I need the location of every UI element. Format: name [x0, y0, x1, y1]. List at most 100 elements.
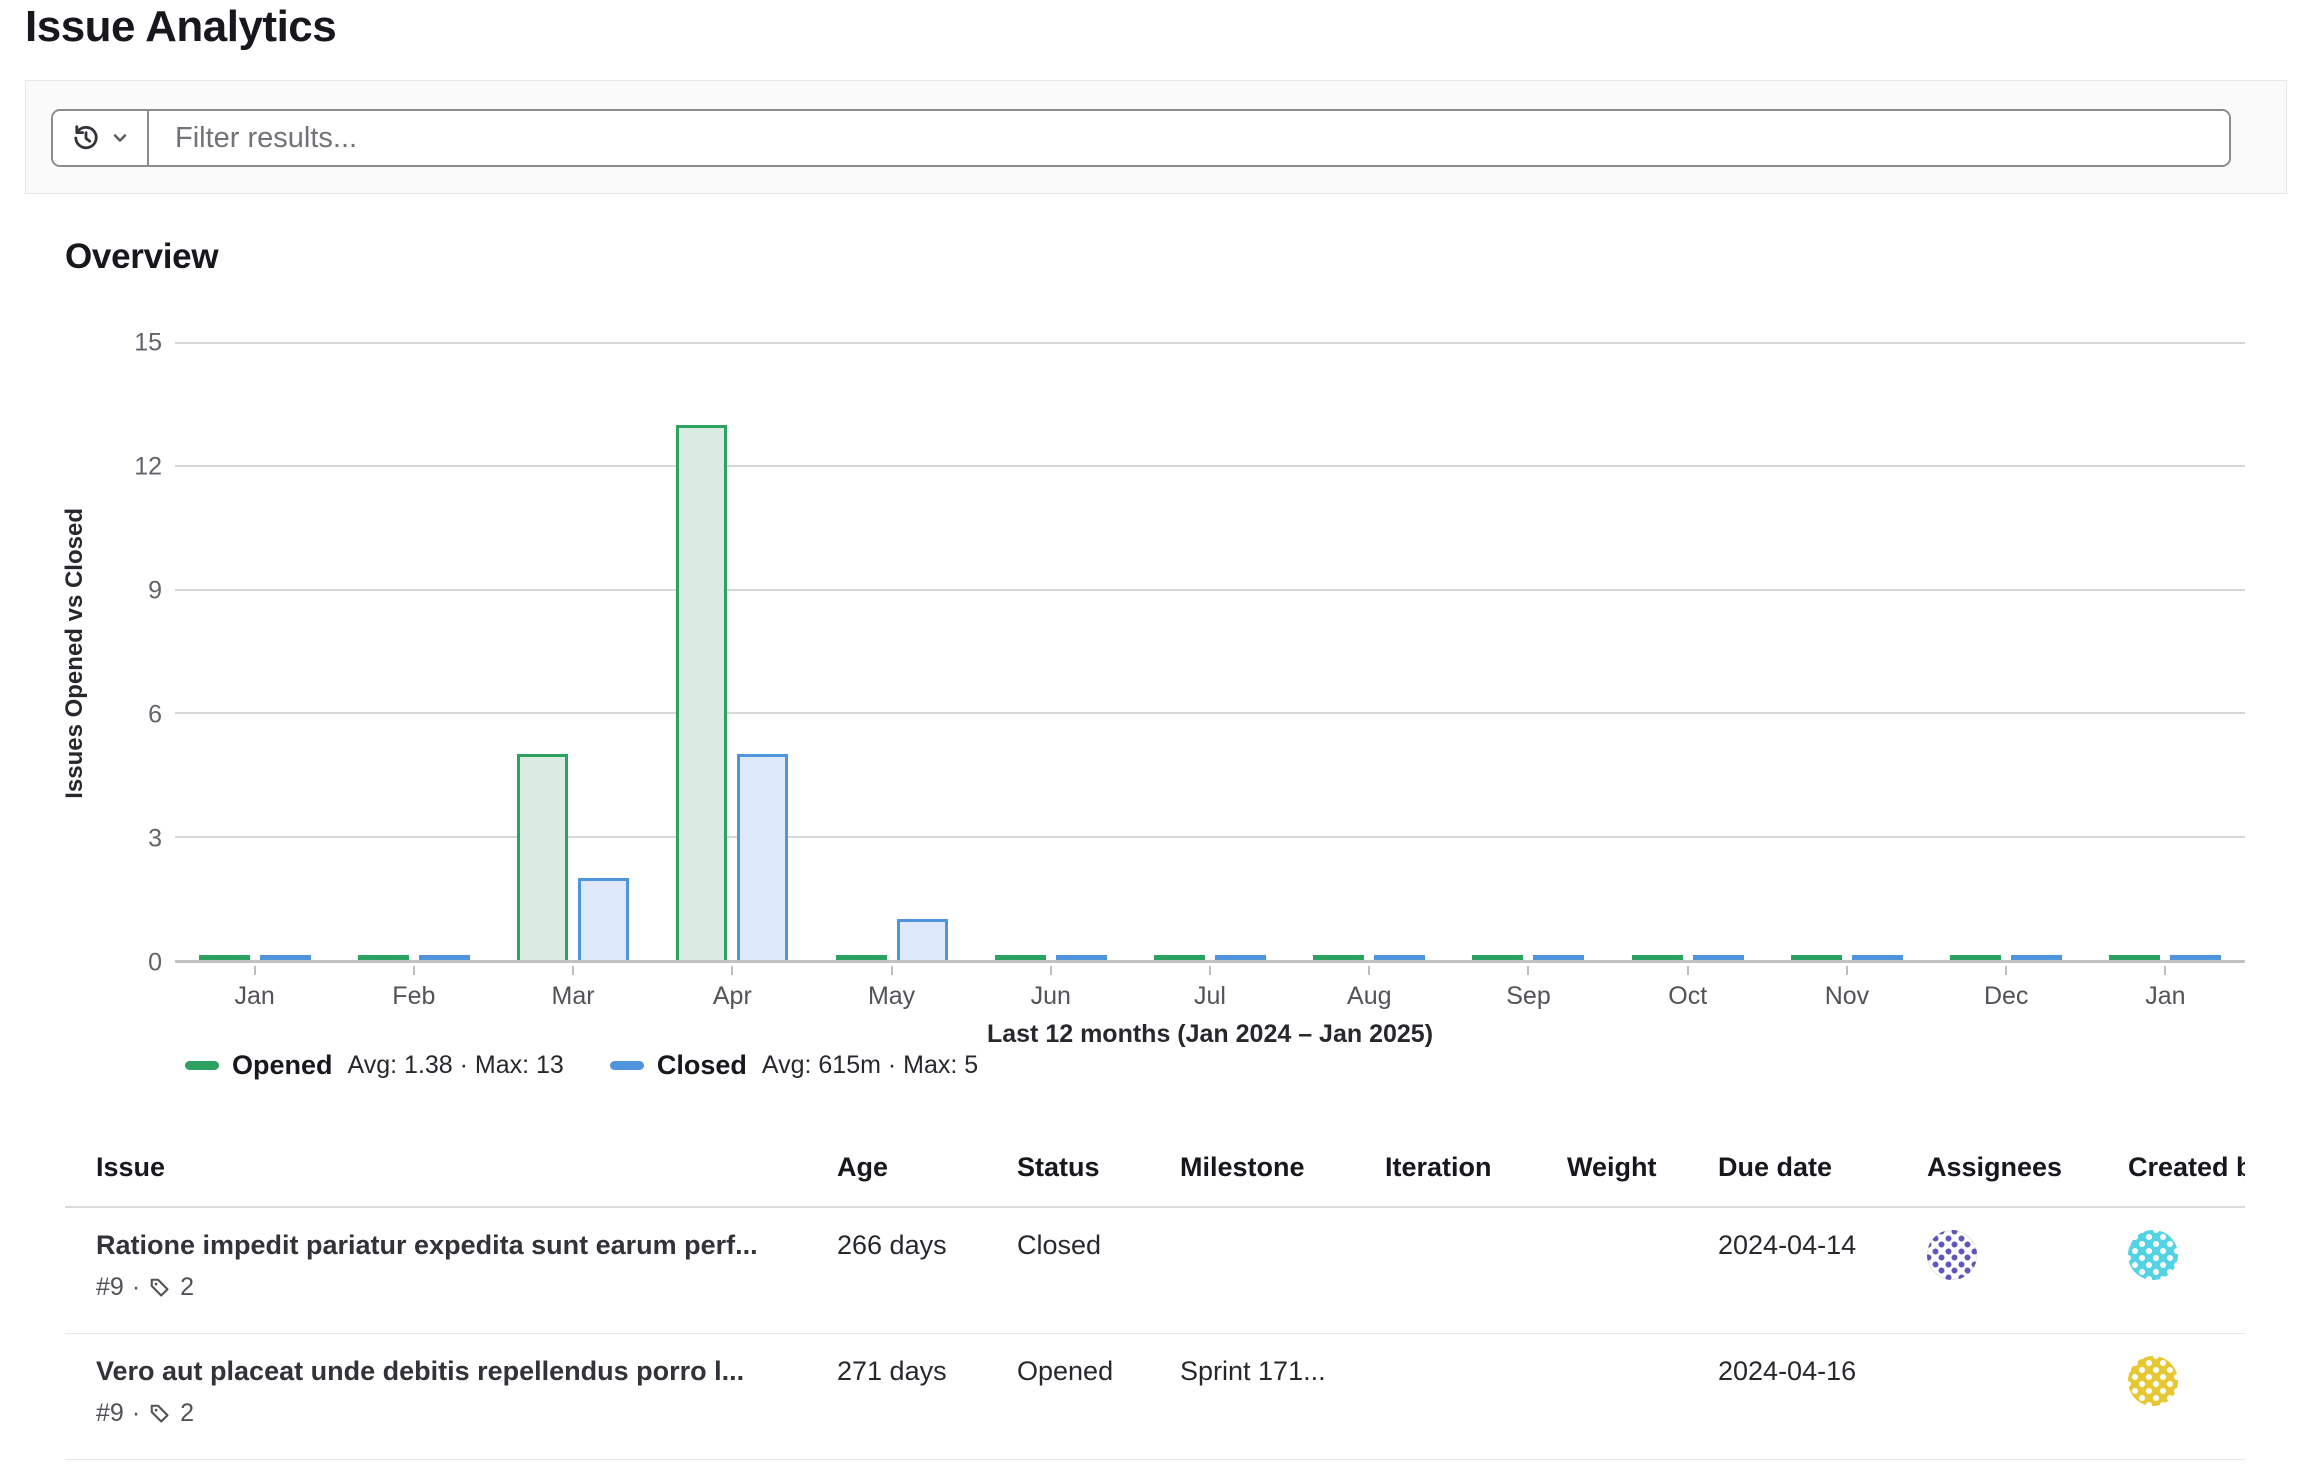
issue-title-link[interactable]: Vero aut placeat unde debitis repellendu… — [96, 1356, 745, 1386]
category-group-feb-1 — [334, 343, 493, 960]
bar-opened[interactable] — [1631, 955, 1683, 960]
legend-marker — [609, 1061, 644, 1070]
bar-opened[interactable] — [357, 955, 409, 960]
chart-bars — [175, 343, 2245, 960]
issue-title-link[interactable]: Ratione impedit pariatur expedita sunt e… — [96, 1230, 758, 1260]
created-by-avatar[interactable] — [2128, 1230, 2178, 1280]
meta-separator: · — [131, 1273, 141, 1301]
legend-series-name: Closed — [656, 1050, 747, 1080]
bar-opened[interactable] — [994, 955, 1046, 960]
bar-closed[interactable] — [418, 955, 470, 960]
bar-closed[interactable] — [1215, 955, 1267, 960]
bar-closed[interactable] — [578, 877, 630, 960]
column-header-milestone: Milestone — [1180, 1151, 1305, 1182]
created-by-avatar[interactable] — [2128, 1356, 2178, 1406]
x-tick-label: Oct — [1608, 966, 1767, 1011]
column-header-due-date: Due date — [1718, 1151, 1833, 1182]
chart-x-axis-title: Last 12 months (Jan 2024 – Jan 2025) — [986, 1020, 1434, 1048]
y-tick-label: 0 — [148, 948, 162, 977]
category-group-aug-7 — [1290, 343, 1449, 960]
chevron-down-icon — [110, 128, 130, 148]
chart-y-axis: 0 3 6 9 12 15 — [100, 329, 162, 977]
page-title: Issue Analytics — [25, 2, 337, 51]
gridline — [175, 342, 2245, 344]
issue-status: Opened — [1017, 1356, 1114, 1386]
bar-opened[interactable] — [1472, 955, 1524, 960]
bar-closed[interactable] — [1851, 955, 1903, 960]
chart-legend: Opened Avg: 1.38 · Max: 13 Closed Avg: 615m… — [185, 1050, 978, 1081]
legend-series-stats: Avg: 1.38 · Max: 13 — [347, 1051, 564, 1079]
gridline — [175, 835, 2245, 838]
bar-closed[interactable] — [1374, 955, 1426, 960]
legend-series-name: Opened — [232, 1050, 333, 1080]
overview-heading: Overview — [65, 237, 219, 276]
x-tick-label: May — [812, 966, 971, 1011]
legend-series-stats: Avg: 615m · Max: 5 — [761, 1051, 979, 1079]
legend-marker — [185, 1061, 219, 1070]
column-header-assignees: Assignees — [1927, 1151, 2063, 1182]
category-group-apr-3 — [653, 343, 812, 960]
bar-closed[interactable] — [2011, 955, 2063, 960]
column-header-iteration: Iteration — [1385, 1151, 1492, 1182]
column-header-issue: Issue — [96, 1151, 166, 1182]
x-tick-label: Nov — [1767, 966, 1926, 1011]
bar-closed[interactable] — [1533, 955, 1585, 960]
issue-status: Closed — [1017, 1230, 1102, 1260]
x-tick-label: Feb — [334, 966, 493, 1011]
column-header-status: Status — [1017, 1151, 1100, 1182]
bar-closed[interactable] — [737, 754, 789, 960]
label-icon — [148, 1402, 172, 1426]
issue-ref: #9 — [96, 1273, 124, 1301]
bar-closed[interactable] — [1055, 955, 1107, 960]
bar-opened[interactable] — [517, 754, 569, 960]
category-group-jan-0 — [175, 343, 334, 960]
x-tick-label: Jun — [971, 966, 1130, 1011]
bar-opened[interactable] — [1950, 955, 2002, 960]
legend-item-opened[interactable]: Opened Avg: 1.38 · Max: 13 — [185, 1050, 564, 1081]
x-tick-label: Aug — [1290, 966, 1449, 1011]
bar-opened[interactable] — [1154, 955, 1206, 960]
filter-panel — [25, 80, 2287, 194]
category-group-may-4 — [812, 343, 971, 960]
filter-control — [51, 109, 2231, 167]
history-icon — [70, 122, 102, 154]
issue-ref: #9 — [96, 1399, 124, 1427]
bar-opened[interactable] — [1790, 955, 1842, 960]
y-tick-label: 9 — [148, 576, 162, 605]
gridline — [175, 588, 2245, 591]
table-row: Ratione impedit pariatur expedita sunt e… — [65, 1208, 2245, 1334]
bar-opened[interactable] — [1313, 955, 1365, 960]
bar-opened[interactable] — [835, 955, 887, 960]
y-tick-label: 15 — [134, 328, 162, 357]
x-tick-label: Jan — [175, 966, 334, 1011]
category-group-jan-12 — [2086, 343, 2245, 960]
x-tick-label: Dec — [1927, 966, 2086, 1011]
chart-x-labels: Jan Feb Mar Apr May Jun Jul Aug Sep Oct Nov Dec Jan — [175, 966, 2245, 1011]
x-tick-label: Mar — [493, 966, 652, 1011]
legend-item-closed[interactable]: Closed Avg: 615m · Max: 5 — [609, 1050, 979, 1081]
filter-results-input[interactable] — [149, 111, 2229, 165]
bar-opened[interactable] — [198, 955, 250, 960]
bar-closed[interactable] — [2170, 955, 2222, 960]
bar-opened[interactable] — [2109, 955, 2161, 960]
table-row: Vero aut placeat unde debitis repellendu… — [65, 1334, 2245, 1460]
bar-closed[interactable] — [259, 955, 311, 960]
column-header-created-by: Created by — [2128, 1151, 2245, 1182]
column-header-weight: Weight — [1567, 1151, 1657, 1182]
assignee-avatar[interactable] — [1927, 1230, 1977, 1280]
label-count: 2 — [180, 1399, 195, 1427]
bar-closed[interactable] — [896, 918, 948, 960]
label-icon — [148, 1276, 172, 1300]
meta-separator: · — [131, 1399, 141, 1427]
category-group-dec-11 — [1927, 343, 2086, 960]
table-header-row: Issue Age Status Milestone Iteration Wei… — [65, 1128, 2245, 1208]
label-count: 2 — [180, 1273, 195, 1301]
issue-due-date: 2024-04-14 — [1718, 1230, 1857, 1260]
column-header-age: Age — [837, 1151, 889, 1182]
recent-searches-button[interactable] — [53, 111, 149, 165]
issue-due-date: 2024-04-16 — [1718, 1356, 1857, 1386]
bar-closed[interactable] — [1692, 955, 1744, 960]
y-tick-label: 6 — [148, 700, 162, 729]
category-group-jul-6 — [1130, 343, 1289, 960]
bar-opened[interactable] — [676, 425, 728, 960]
